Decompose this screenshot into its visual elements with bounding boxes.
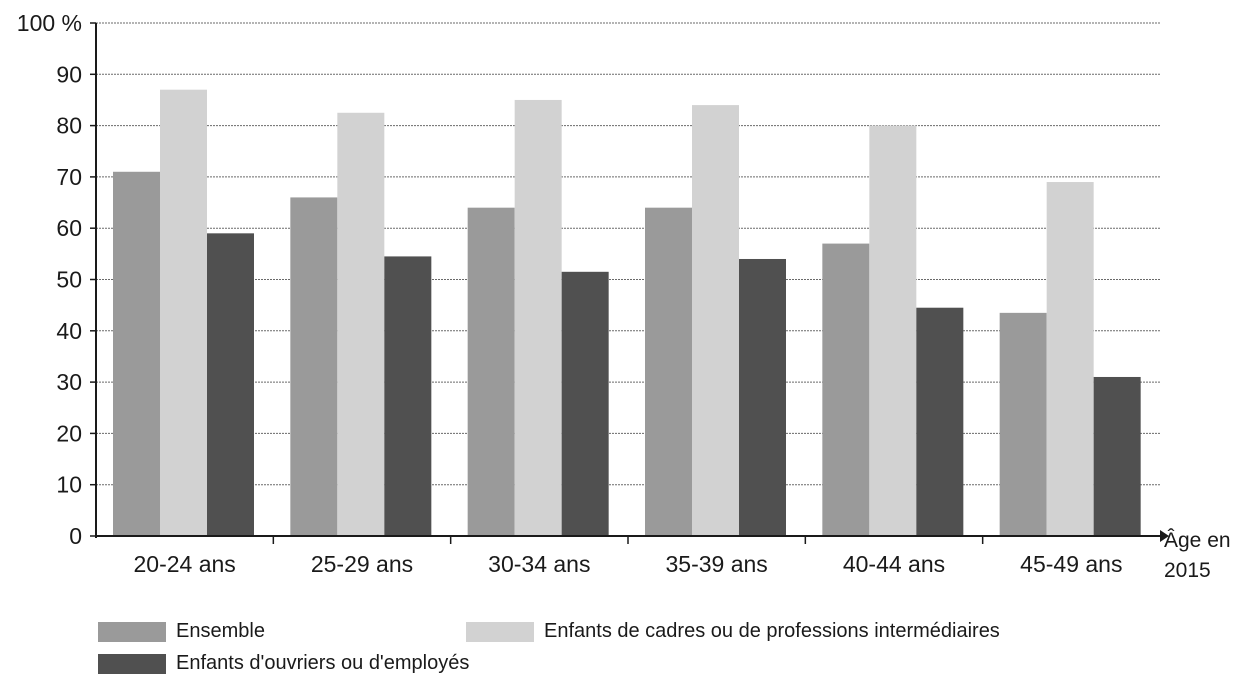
legend-swatch-cadres: [466, 621, 534, 642]
y-tick-label-6: 60: [56, 215, 82, 241]
legend-item-ensemble: Ensemble: [98, 620, 265, 643]
legend-label-cadres: Enfants de cadres ou de professions inte…: [544, 620, 1000, 642]
bar-3-1: [692, 105, 739, 536]
bar-2-2: [561, 271, 609, 536]
y-tick-labels: 0 10 20 30 40 50 60 70 80 90 100 %: [17, 10, 82, 549]
bar-5-1: [1046, 182, 1094, 536]
bar-1-1: [337, 112, 385, 537]
bar-1-2: [384, 256, 432, 536]
bar-4-1: [869, 125, 917, 536]
y-tick-label-8: 80: [56, 113, 82, 139]
bar-4-2: [916, 307, 964, 536]
x-axis-title-line1: Âge en: [1164, 529, 1231, 552]
y-tick-label-10: 100 %: [17, 10, 82, 36]
y-tick-label-7: 70: [56, 164, 82, 190]
legend-swatch-ensemble: [98, 621, 166, 642]
bar-0-2: [207, 233, 254, 536]
y-tick-label-0: 0: [69, 523, 82, 549]
legend-item-cadres: Enfants de cadres ou de professions inte…: [466, 620, 1000, 643]
legend-label-ensemble: Ensemble: [176, 620, 265, 642]
bars: [113, 89, 1141, 537]
bar-2-1: [514, 99, 562, 536]
bar-0-0: [113, 171, 160, 536]
bar-3-2: [739, 258, 786, 536]
x-category-label-4: 40-44 ans: [843, 551, 945, 577]
legend-swatch-ouvriers: [98, 653, 166, 674]
bar-4-0: [822, 243, 870, 536]
bar-2-0: [467, 207, 515, 536]
y-tick-label-1: 10: [56, 472, 82, 498]
bar-3-0: [645, 207, 692, 536]
x-category-label-0: 20-24 ans: [134, 551, 236, 577]
y-tick-label-3: 30: [56, 369, 82, 395]
y-tick-label-4: 40: [56, 318, 82, 344]
y-tick-label-5: 50: [56, 267, 82, 293]
bar-1-0: [290, 197, 338, 537]
grid-lines: [96, 22, 1160, 486]
y-tick-label-2: 20: [56, 420, 82, 446]
bar-5-2: [1093, 376, 1141, 536]
y-tick-label-9: 90: [56, 61, 82, 87]
x-category-label-3: 35-39 ans: [666, 551, 768, 577]
x-category-label-5: 45-49 ans: [1020, 551, 1122, 577]
x-category-label-2: 30-34 ans: [488, 551, 590, 577]
axes: [90, 22, 1169, 544]
bar-5-0: [999, 312, 1047, 536]
x-category-label-1: 25-29 ans: [311, 551, 413, 577]
x-category-labels: 20-24 ans 25-29 ans 30-34 ans 35-39 ans 40-4…: [134, 551, 1123, 577]
legend: Ensemble Enfants de cadres ou de profess…: [98, 620, 1198, 682]
legend-item-ouvriers: Enfants d'ouvriers ou d'employés: [98, 652, 469, 675]
bar-0-1: [160, 89, 207, 536]
x-axis-title-line2: 2015: [1164, 559, 1211, 582]
x-axis-arrow: [1160, 530, 1169, 542]
legend-label-ouvriers: Enfants d'ouvriers ou d'employés: [176, 652, 470, 674]
